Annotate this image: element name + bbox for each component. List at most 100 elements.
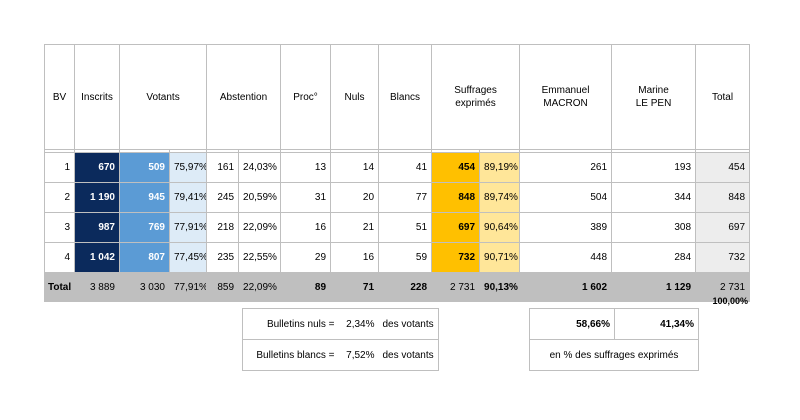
candidate-share-note: en % des suffrages exprimés xyxy=(529,339,699,371)
share-total: 100,00% xyxy=(712,296,748,306)
cell-lepen: 308 xyxy=(611,212,697,243)
cell-nuls: 14 xyxy=(330,152,380,183)
cell-macron: 448 xyxy=(519,242,613,273)
total-abstention-pct: 22,09% xyxy=(238,272,282,302)
total-row: Total 3 889 3 030 77,91% 859 22,09% 89 7… xyxy=(44,272,751,302)
results-table: BV Inscrits Votants Abstention Proc° Nul… xyxy=(44,44,751,302)
cell-suffrages-pct: 90,71% xyxy=(479,242,521,273)
stats-row-nuls: Bulletins nuls = 2,34% des votants xyxy=(242,308,439,340)
cell-inscrits: 1 190 xyxy=(74,182,120,213)
cell-total: 732 xyxy=(695,242,751,273)
cell-abstention: 245 xyxy=(206,182,240,213)
total-macron: 1 602 xyxy=(519,272,613,302)
cell-total: 848 xyxy=(695,182,751,213)
total-votants-pct: 77,91% xyxy=(168,272,208,302)
cell-total: 454 xyxy=(695,152,751,183)
header-row: BV Inscrits Votants Abstention Proc° Nul… xyxy=(44,44,751,150)
cell-proc: 16 xyxy=(280,212,332,243)
header-macron-line2: MACRON xyxy=(543,98,588,109)
cell-suffrages-pct: 90,64% xyxy=(479,212,521,243)
header-votants: Votants xyxy=(118,44,208,150)
header-lepen-line1: Marine xyxy=(638,85,669,96)
table-row: 2 1 190 945 79,41% 245 20,59% 31 20 77 8… xyxy=(44,182,751,213)
header-blancs: Blancs xyxy=(378,44,433,150)
cell-votants-pct: 79,41% xyxy=(168,182,208,213)
cell-proc: 13 xyxy=(280,152,332,183)
total-inscrits: 3 889 xyxy=(74,272,120,302)
total-blancs: 228 xyxy=(378,272,433,302)
candidate-note-row: en % des suffrages exprimés xyxy=(529,339,699,371)
cell-abstention-pct: 22,55% xyxy=(238,242,282,273)
cell-lepen: 193 xyxy=(611,152,697,183)
cell-votants: 769 xyxy=(119,212,170,243)
lepen-share: 41,34% xyxy=(614,308,699,340)
table-row: 1 670 509 75,97% 161 24,03% 13 14 41 454… xyxy=(44,152,751,183)
header-abstention: Abstention xyxy=(206,44,282,150)
ballot-stats-box: Bulletins nuls = 2,34% des votants Bulle… xyxy=(242,308,439,371)
cell-abstention-pct: 20,59% xyxy=(238,182,282,213)
cell-macron: 261 xyxy=(519,152,613,183)
cell-blancs: 51 xyxy=(378,212,433,243)
total-total: 2 731 xyxy=(695,272,751,302)
cell-abstention: 161 xyxy=(206,152,240,183)
cell-suffrages: 848 xyxy=(431,182,481,213)
cell-lepen: 344 xyxy=(611,182,697,213)
cell-votants: 509 xyxy=(119,152,170,183)
cell-total: 697 xyxy=(695,212,751,243)
cell-votants: 945 xyxy=(119,182,170,213)
stats-blancs-suffix: des votants xyxy=(378,339,439,371)
cell-bv: 2 xyxy=(44,182,75,213)
cell-votants-pct: 75,97% xyxy=(168,152,208,183)
cell-inscrits: 987 xyxy=(74,212,120,243)
header-total: Total xyxy=(695,44,751,150)
total-label: Total xyxy=(44,272,75,302)
spacer-row xyxy=(44,149,751,153)
cell-votants-pct: 77,45% xyxy=(168,242,208,273)
stats-blancs-label: Bulletins blancs = xyxy=(242,339,339,371)
table-row: 4 1 042 807 77,45% 235 22,55% 29 16 59 7… xyxy=(44,242,751,273)
cell-lepen: 284 xyxy=(611,242,697,273)
header-inscrits: Inscrits xyxy=(74,44,120,150)
cell-suffrages: 454 xyxy=(431,152,481,183)
candidate-share-box: 58,66% 41,34% en % des suffrages exprimé… xyxy=(529,308,699,371)
cell-votants: 807 xyxy=(119,242,170,273)
stats-row-blancs: Bulletins blancs = 7,52% des votants xyxy=(242,339,439,371)
total-proc: 89 xyxy=(280,272,332,302)
cell-blancs: 59 xyxy=(378,242,433,273)
header-suffrages-line2: exprimés xyxy=(455,98,496,109)
header-macron: Emmanuel MACRON xyxy=(519,44,613,150)
stats-nuls-suffix: des votants xyxy=(378,308,439,340)
header-suffrages: Suffrages exprimés xyxy=(431,44,521,150)
cell-abstention-pct: 22,09% xyxy=(238,212,282,243)
total-votants: 3 030 xyxy=(119,272,170,302)
cell-suffrages-pct: 89,19% xyxy=(479,152,521,183)
total-abstention: 859 xyxy=(206,272,240,302)
header-suffrages-line1: Suffrages xyxy=(454,85,497,96)
cell-bv: 4 xyxy=(44,242,75,273)
header-lepen-line2: LE PEN xyxy=(635,98,672,109)
cell-blancs: 41 xyxy=(378,152,433,183)
stats-nuls-value: 2,34% xyxy=(338,308,379,340)
stats-nuls-label: Bulletins nuls = xyxy=(242,308,339,340)
total-lepen: 1 129 xyxy=(611,272,697,302)
cell-suffrages: 732 xyxy=(431,242,481,273)
cell-macron: 504 xyxy=(519,182,613,213)
cell-abstention: 218 xyxy=(206,212,240,243)
total-nuls: 71 xyxy=(330,272,380,302)
cell-nuls: 21 xyxy=(330,212,380,243)
total-suffrages: 2 731 xyxy=(431,272,481,302)
candidate-share-row: 58,66% 41,34% xyxy=(529,308,699,340)
header-bv: BV xyxy=(44,44,75,150)
cell-proc: 31 xyxy=(280,182,332,213)
cell-votants-pct: 77,91% xyxy=(168,212,208,243)
total-suffrages-pct: 90,13% xyxy=(479,272,521,302)
macron-share: 58,66% xyxy=(529,308,615,340)
cell-inscrits: 670 xyxy=(74,152,120,183)
cell-abstention: 235 xyxy=(206,242,240,273)
header-proc: Proc° xyxy=(280,44,332,150)
cell-bv: 3 xyxy=(44,212,75,243)
stats-blancs-value: 7,52% xyxy=(338,339,379,371)
cell-abstention-pct: 24,03% xyxy=(238,152,282,183)
header-nuls: Nuls xyxy=(330,44,380,150)
cell-macron: 389 xyxy=(519,212,613,243)
